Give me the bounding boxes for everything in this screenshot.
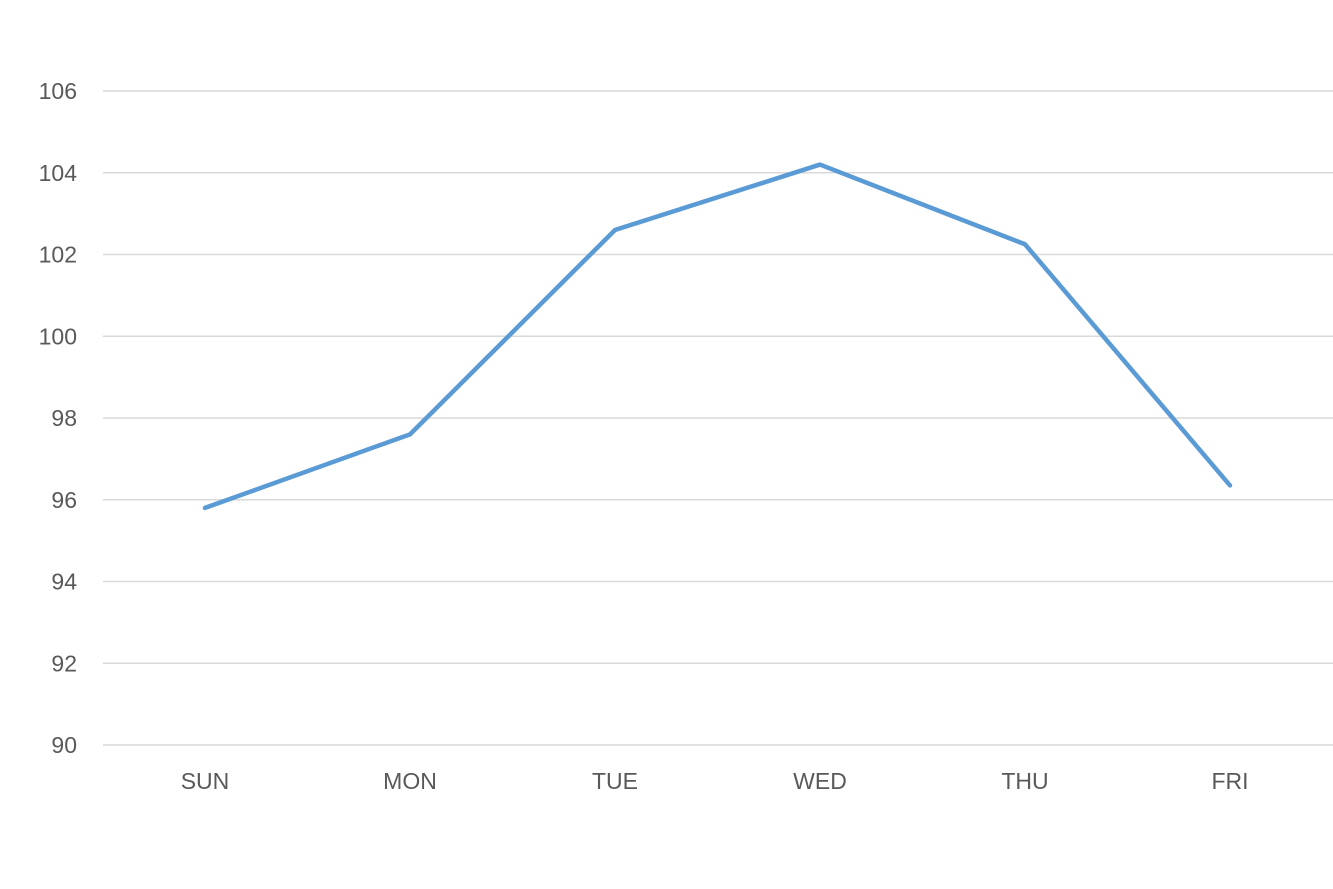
y-tick-label: 90	[51, 732, 77, 758]
x-tick-label-thu: THU	[1001, 768, 1048, 794]
x-tick-label-tue: TUE	[592, 768, 638, 794]
x-tick-label-wed: WED	[793, 768, 847, 794]
series-line-0	[202, 162, 1233, 511]
y-tick-label: 98	[51, 405, 77, 431]
y-tick-label: 102	[39, 242, 77, 268]
y-axis-tick-labels: 90 92 94 96 98 100 102 104 106	[39, 78, 78, 758]
x-tick-label-sun: SUN	[181, 768, 230, 794]
y-tick-label: 104	[39, 160, 78, 186]
series-lines	[202, 162, 1233, 511]
y-tick-label: 106	[39, 78, 77, 104]
y-tick-label: 96	[51, 487, 77, 513]
x-tick-label-mon: MON	[383, 768, 437, 794]
y-tick-label: 94	[51, 569, 77, 595]
x-axis-tick-labels: SUN MON TUE WED THU FRI	[181, 768, 1249, 794]
y-tick-label: 92	[51, 650, 77, 676]
x-tick-label-fri: FRI	[1211, 768, 1248, 794]
y-tick-label: 100	[39, 323, 77, 349]
gridlines	[103, 90, 1333, 746]
